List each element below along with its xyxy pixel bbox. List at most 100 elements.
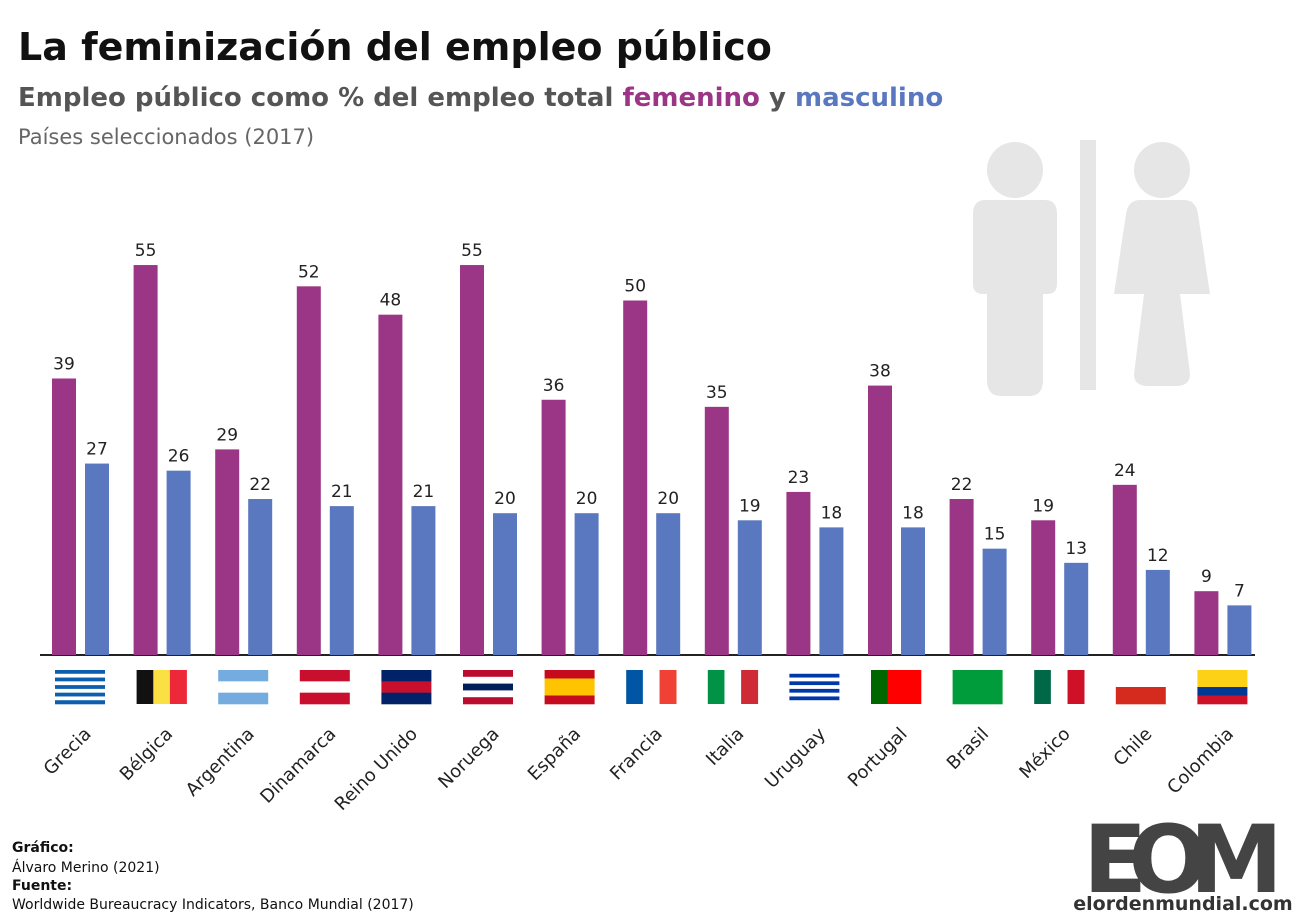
bar: [1112, 484, 1137, 655]
x-tick-label: Noruega: [434, 724, 503, 793]
bar: [411, 506, 436, 655]
flag-stripe: [55, 692, 105, 697]
flag-stripe: [789, 692, 840, 697]
flag-stripe: [741, 670, 759, 704]
value-label: 21: [413, 482, 435, 502]
value-label: 18: [902, 503, 924, 523]
value-label: 15: [984, 525, 1006, 545]
flag-stripe: [544, 687, 595, 696]
flag-stripe: [55, 700, 105, 705]
flag-stripe: [789, 681, 840, 686]
x-tick-label: Chile: [1110, 724, 1157, 771]
bar: [1194, 591, 1219, 655]
flag-stripe: [299, 692, 350, 705]
bar: [868, 385, 892, 655]
flag-stripe: [871, 670, 888, 704]
flag-stripe: [904, 670, 922, 704]
flag-stripe: [381, 670, 432, 682]
flag-stripe: [136, 670, 154, 704]
value-label: 9: [1201, 567, 1212, 587]
flag-stripe: [789, 700, 840, 705]
bar: [493, 513, 517, 655]
flag: [871, 670, 922, 704]
flag-stripe: [218, 681, 269, 693]
value-label: 36: [543, 376, 565, 396]
flag-stripe: [55, 670, 105, 675]
icon-people: [973, 140, 1210, 396]
credit-label: Fuente:: [12, 878, 72, 894]
value-label: 29: [216, 425, 238, 445]
credits: Gráfico: Álvaro Merino (2021) Fuente: Wo…: [12, 840, 414, 913]
bar: [704, 406, 729, 655]
flag-stripe: [789, 673, 840, 678]
value-label: 27: [86, 440, 108, 460]
x-tick-label: Bélgica: [116, 724, 177, 785]
bar: [623, 300, 648, 655]
flag-stripe: [544, 695, 595, 705]
bar: [52, 378, 76, 655]
bar: [1227, 605, 1252, 655]
bar: [248, 499, 273, 655]
value-label: 26: [168, 447, 190, 467]
flag-stripe: [1067, 670, 1085, 704]
flag-stripe: [1197, 670, 1248, 679]
flag-stripe: [642, 670, 660, 704]
flag-stripe: [463, 690, 513, 698]
bar: [1145, 569, 1170, 655]
flag-stripe: [55, 688, 105, 693]
flag-stripe: [707, 670, 725, 704]
value-label: 7: [1234, 581, 1245, 601]
flag: [544, 670, 595, 705]
flag-stripe: [789, 670, 840, 675]
flag-stripe: [952, 670, 1003, 705]
bar: [656, 513, 681, 655]
bar: [296, 286, 321, 655]
value-label: 22: [249, 475, 271, 495]
flag-stripe: [789, 677, 840, 682]
flag-stripe: [1197, 695, 1248, 705]
flag-stripe: [544, 670, 595, 679]
flag: [1197, 670, 1248, 705]
x-tick-label: Portugal: [844, 724, 912, 792]
flag-stripe: [1197, 678, 1248, 688]
credit-label: Gráfico:: [12, 840, 74, 856]
chart-note: Países seleccionados (2017): [18, 125, 314, 149]
x-tick-label: Reino Unido: [331, 724, 422, 815]
flag-stripe: [218, 692, 269, 705]
flag: [789, 670, 840, 705]
value-label: 13: [1065, 539, 1087, 559]
flag-stripe: [381, 681, 432, 693]
flag-stripe: [789, 696, 840, 701]
logo-letters: EOM: [1083, 806, 1283, 915]
value-label: 20: [494, 489, 516, 509]
value-label: 35: [706, 383, 728, 403]
bar: [329, 506, 354, 655]
x-tick-label: Francia: [606, 724, 667, 785]
flag: [1115, 670, 1166, 705]
chart-subtitle: Empleo público como % del empleo total f…: [18, 83, 943, 113]
flag: [952, 670, 1003, 705]
bar: [737, 520, 762, 655]
value-label: 22: [951, 475, 973, 495]
bar: [1031, 520, 1056, 655]
flag-stripe: [153, 670, 171, 704]
flag-stripe: [169, 670, 187, 704]
flag-stripe: [218, 670, 269, 682]
subtitle-text: Empleo público como % del empleo total: [18, 83, 613, 113]
flag: [463, 670, 513, 705]
value-label: 55: [461, 241, 483, 261]
chart-title: La feminización del empleo público: [18, 25, 772, 69]
bar: [786, 491, 811, 655]
bar: [215, 449, 240, 655]
flag-stripe: [887, 670, 905, 704]
value-label: 55: [135, 241, 157, 261]
subtitle-joiner: y: [769, 83, 786, 113]
bar: [819, 527, 844, 655]
flag-stripe: [544, 678, 595, 688]
flag-stripe: [659, 670, 677, 704]
value-label: 52: [298, 262, 320, 282]
bar: [460, 265, 484, 655]
value-label: 50: [624, 277, 646, 297]
flag-stripe: [789, 688, 840, 693]
